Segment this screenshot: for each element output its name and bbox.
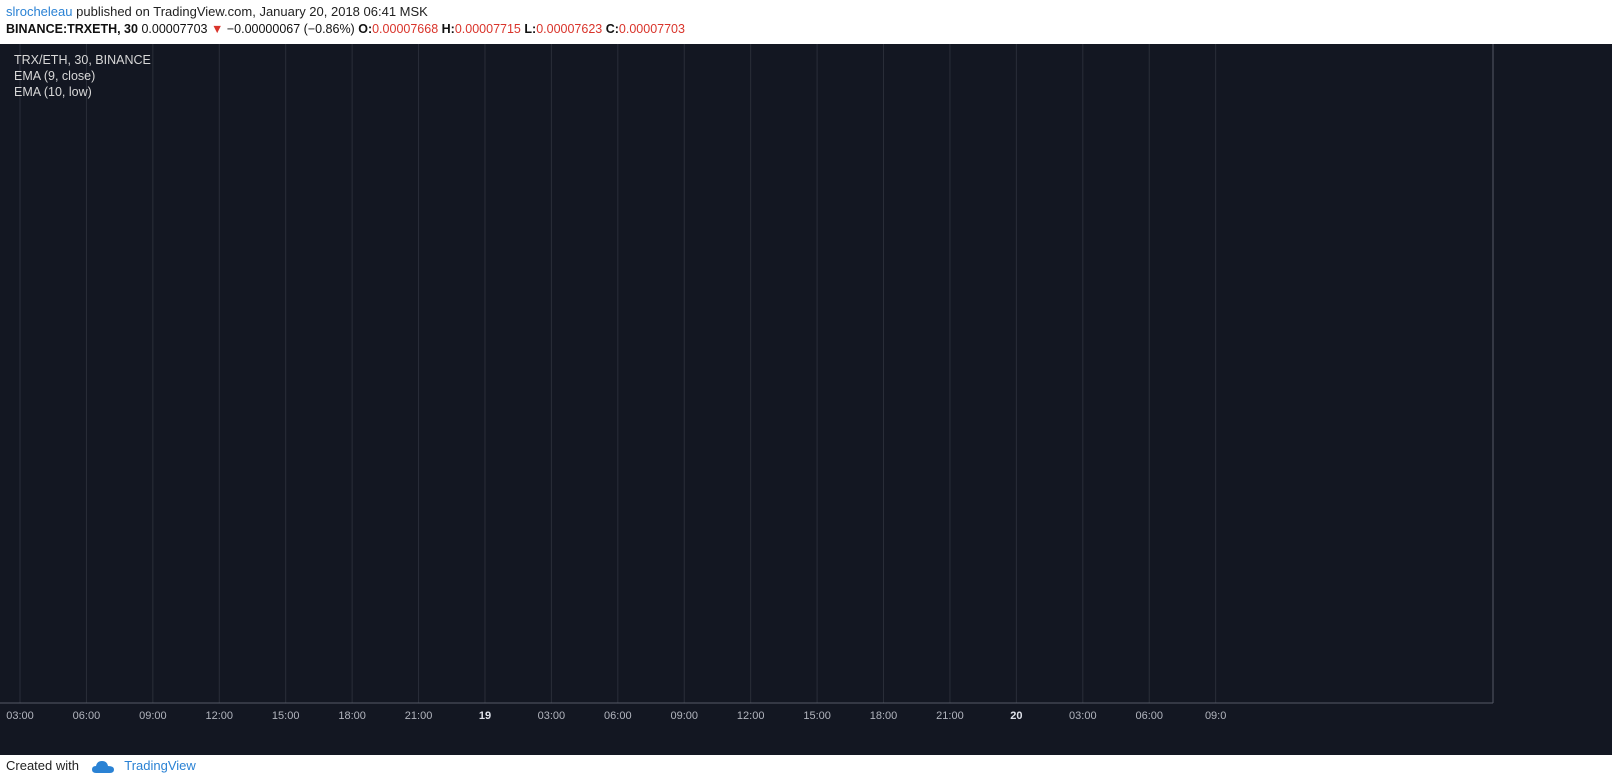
low-label: L: bbox=[524, 22, 537, 36]
price-axis[interactable]: 0.000092000.000090000.000088000.00008600… bbox=[1492, 0, 1612, 703]
time-tick-label: 12:00 bbox=[206, 710, 234, 722]
ohlc-line: BINANCE:TRXETH, 30 0.00007703 ▼ −0.00000… bbox=[6, 22, 685, 36]
footer: Created with TradingView bbox=[0, 755, 1612, 777]
time-tick-label: 06:00 bbox=[73, 710, 101, 722]
time-tick-label: 12:00 bbox=[737, 710, 765, 722]
time-axis[interactable]: 03:00 06:00 09:00 12:00 15:00 18:00 21:00 19 03:… bbox=[0, 702, 1612, 755]
time-tick-label: 19 bbox=[479, 710, 491, 722]
legend-ema2[interactable]: EMA (10, low) bbox=[14, 85, 92, 99]
footer-text: Created with TradingView bbox=[6, 758, 196, 774]
time-tick-label: 03:00 bbox=[538, 710, 566, 722]
time-tick-label: 21:00 bbox=[936, 710, 964, 722]
time-tick-label: 21:00 bbox=[405, 710, 433, 722]
open-label: O: bbox=[358, 22, 373, 36]
created-with-label: Created with bbox=[6, 758, 79, 773]
symbol-label: BINANCE:TRXETH, 30 bbox=[6, 22, 138, 36]
price-change: −0.00000067 (−0.86%) bbox=[226, 22, 355, 36]
down-arrow-icon: ▼ bbox=[210, 22, 224, 36]
time-tick-label: 03:00 bbox=[1069, 710, 1097, 722]
last-price: 0.00007703 bbox=[141, 22, 208, 36]
plot-background bbox=[0, 44, 1612, 755]
low-value: 0.00007623 bbox=[536, 22, 603, 36]
open-value: 0.00007668 bbox=[372, 22, 439, 36]
chart-legend: TRX/ETH, 30, BINANCE EMA (9, close) EMA … bbox=[14, 52, 151, 100]
time-tick-label: 06:00 bbox=[604, 710, 632, 722]
time-tick-label: 20 bbox=[1010, 710, 1022, 722]
high-value: 0.00007715 bbox=[454, 22, 521, 36]
author-link[interactable]: slrocheleau bbox=[6, 4, 73, 19]
time-tick-label: 09:00 bbox=[139, 710, 167, 722]
time-axis-bg bbox=[0, 703, 1612, 755]
price-chart[interactable]: 50.00% (1)(2)(3)(4)(5)(1)(2)(3)(4)(A)(B)… bbox=[0, 0, 1612, 755]
time-tick-label: 18:00 bbox=[338, 710, 366, 722]
time-tick-label: 03:00 bbox=[6, 710, 34, 722]
time-tick-label: 06:00 bbox=[1135, 710, 1163, 722]
close-label: C: bbox=[605, 22, 619, 36]
legend-ema1[interactable]: EMA (9, close) bbox=[14, 69, 96, 83]
published-text: published on TradingView.com, January 20… bbox=[76, 4, 428, 19]
time-tick-label: 18:00 bbox=[870, 710, 898, 722]
time-tick-label: 09:0 bbox=[1205, 710, 1226, 722]
grid bbox=[19, 44, 1217, 703]
close-value: 0.00007703 bbox=[618, 22, 685, 36]
price-axis-bg bbox=[1493, 44, 1612, 703]
tradingview-cloud-icon bbox=[91, 760, 114, 773]
time-tick-label: 09:00 bbox=[670, 710, 698, 722]
time-tick-label: 15:00 bbox=[272, 710, 300, 722]
publish-line: slrocheleau published on TradingView.com… bbox=[6, 4, 428, 19]
tradingview-brand[interactable]: TradingView bbox=[124, 758, 196, 773]
chart-header: slrocheleau published on TradingView.com… bbox=[0, 0, 1612, 44]
legend-title: TRX/ETH, 30, BINANCE bbox=[14, 53, 151, 67]
time-tick-label: 15:00 bbox=[803, 710, 831, 722]
high-label: H: bbox=[441, 22, 455, 36]
